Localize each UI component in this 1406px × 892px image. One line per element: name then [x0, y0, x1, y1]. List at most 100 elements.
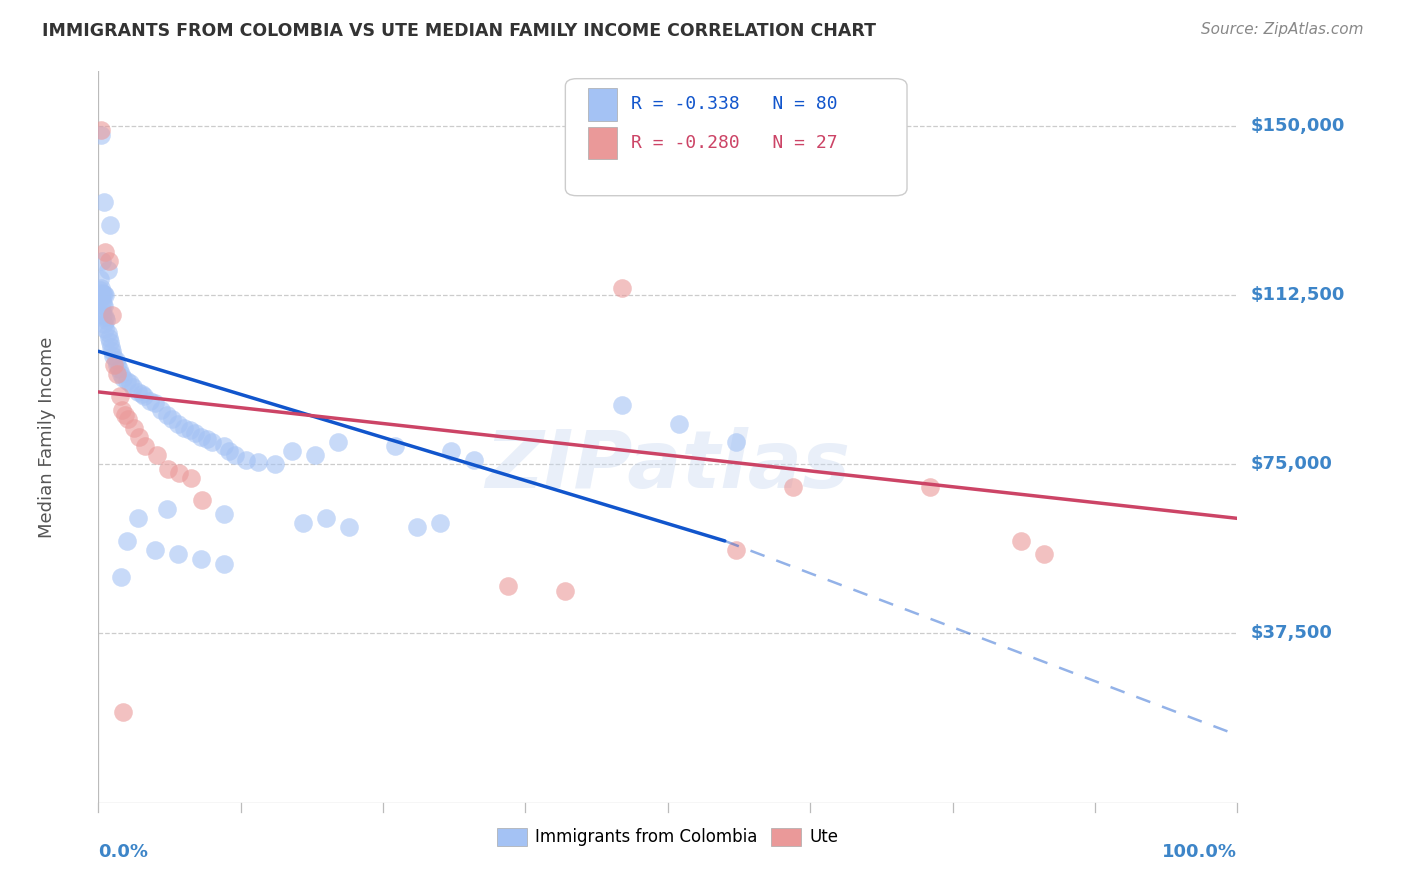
Text: $150,000: $150,000: [1251, 117, 1346, 135]
Point: [440, 443, 463, 458]
Point: [173, 421, 195, 435]
Text: R = -0.280   N = 27: R = -0.280 N = 27: [631, 134, 838, 152]
Point: [101, 344, 124, 359]
Point: [94, 244, 117, 259]
Point: [131, 387, 153, 401]
Point: [94, 322, 117, 336]
Point: [201, 434, 224, 449]
Point: [103, 358, 125, 372]
Point: [337, 520, 360, 534]
Point: [463, 452, 485, 467]
Point: [104, 353, 127, 368]
Point: [117, 412, 139, 426]
Point: [128, 430, 150, 444]
Point: [195, 433, 218, 447]
Point: [97, 331, 120, 345]
Point: [212, 557, 235, 571]
Point: [91, 308, 114, 322]
Point: [94, 310, 117, 325]
Point: [235, 452, 257, 467]
Point: [93, 195, 115, 210]
Point: [304, 448, 326, 462]
Point: [218, 443, 240, 458]
Point: [292, 516, 315, 530]
Point: [90, 254, 112, 268]
Point: [91, 297, 114, 311]
Point: [89, 272, 111, 286]
Point: [406, 520, 429, 534]
Point: [384, 439, 406, 453]
Point: [180, 471, 202, 485]
Point: [668, 417, 690, 431]
Point: [112, 706, 135, 720]
Point: [138, 394, 160, 409]
Point: [190, 430, 212, 444]
Point: [103, 349, 125, 363]
Point: [145, 543, 167, 558]
Point: [90, 128, 112, 142]
Point: [612, 281, 634, 295]
Point: [191, 493, 214, 508]
Point: [96, 326, 118, 341]
Point: [184, 425, 207, 440]
Point: [264, 457, 287, 471]
Point: [90, 290, 112, 304]
FancyBboxPatch shape: [565, 78, 907, 195]
Point: [120, 376, 142, 390]
Point: [112, 371, 135, 385]
Point: [315, 511, 337, 525]
Point: [150, 403, 173, 417]
Point: [111, 403, 134, 417]
Point: [105, 367, 128, 381]
Point: [498, 579, 520, 593]
Text: $112,500: $112,500: [1251, 285, 1346, 304]
Point: [90, 281, 112, 295]
Point: [110, 570, 132, 584]
Point: [90, 303, 112, 318]
Point: [98, 218, 121, 232]
Text: 0.0%: 0.0%: [98, 843, 149, 861]
Point: [110, 367, 132, 381]
Text: R = -0.338   N = 80: R = -0.338 N = 80: [631, 95, 838, 113]
Point: [89, 283, 111, 297]
Point: [145, 448, 167, 462]
Point: [101, 308, 124, 322]
Point: [179, 423, 201, 437]
Point: [132, 389, 155, 403]
Point: [91, 286, 114, 301]
Point: [212, 439, 235, 453]
Text: 100.0%: 100.0%: [1163, 843, 1237, 861]
Point: [90, 285, 112, 300]
Text: Source: ZipAtlas.com: Source: ZipAtlas.com: [1201, 22, 1364, 37]
Point: [93, 317, 115, 331]
Point: [167, 417, 190, 431]
Point: [156, 408, 179, 422]
Point: [105, 358, 128, 372]
Point: [612, 399, 634, 413]
Point: [100, 340, 122, 354]
Text: $37,500: $37,500: [1251, 624, 1333, 642]
Point: [167, 548, 190, 562]
Point: [156, 461, 179, 475]
Point: [115, 533, 138, 548]
Point: [108, 362, 131, 376]
Text: ZIPatlas: ZIPatlas: [485, 427, 851, 506]
Point: [162, 412, 184, 426]
Point: [93, 287, 115, 301]
Point: [108, 389, 131, 403]
Text: $75,000: $75,000: [1251, 455, 1333, 473]
Point: [1032, 548, 1054, 562]
Point: [554, 583, 576, 598]
Point: [246, 455, 269, 469]
Point: [97, 254, 120, 268]
Point: [1010, 533, 1032, 548]
Point: [169, 466, 191, 480]
Point: [156, 502, 179, 516]
Point: [114, 408, 136, 422]
Point: [212, 507, 235, 521]
Point: [90, 294, 112, 309]
Point: [918, 480, 941, 494]
Point: [121, 380, 143, 394]
Point: [782, 480, 804, 494]
Point: [134, 439, 156, 453]
